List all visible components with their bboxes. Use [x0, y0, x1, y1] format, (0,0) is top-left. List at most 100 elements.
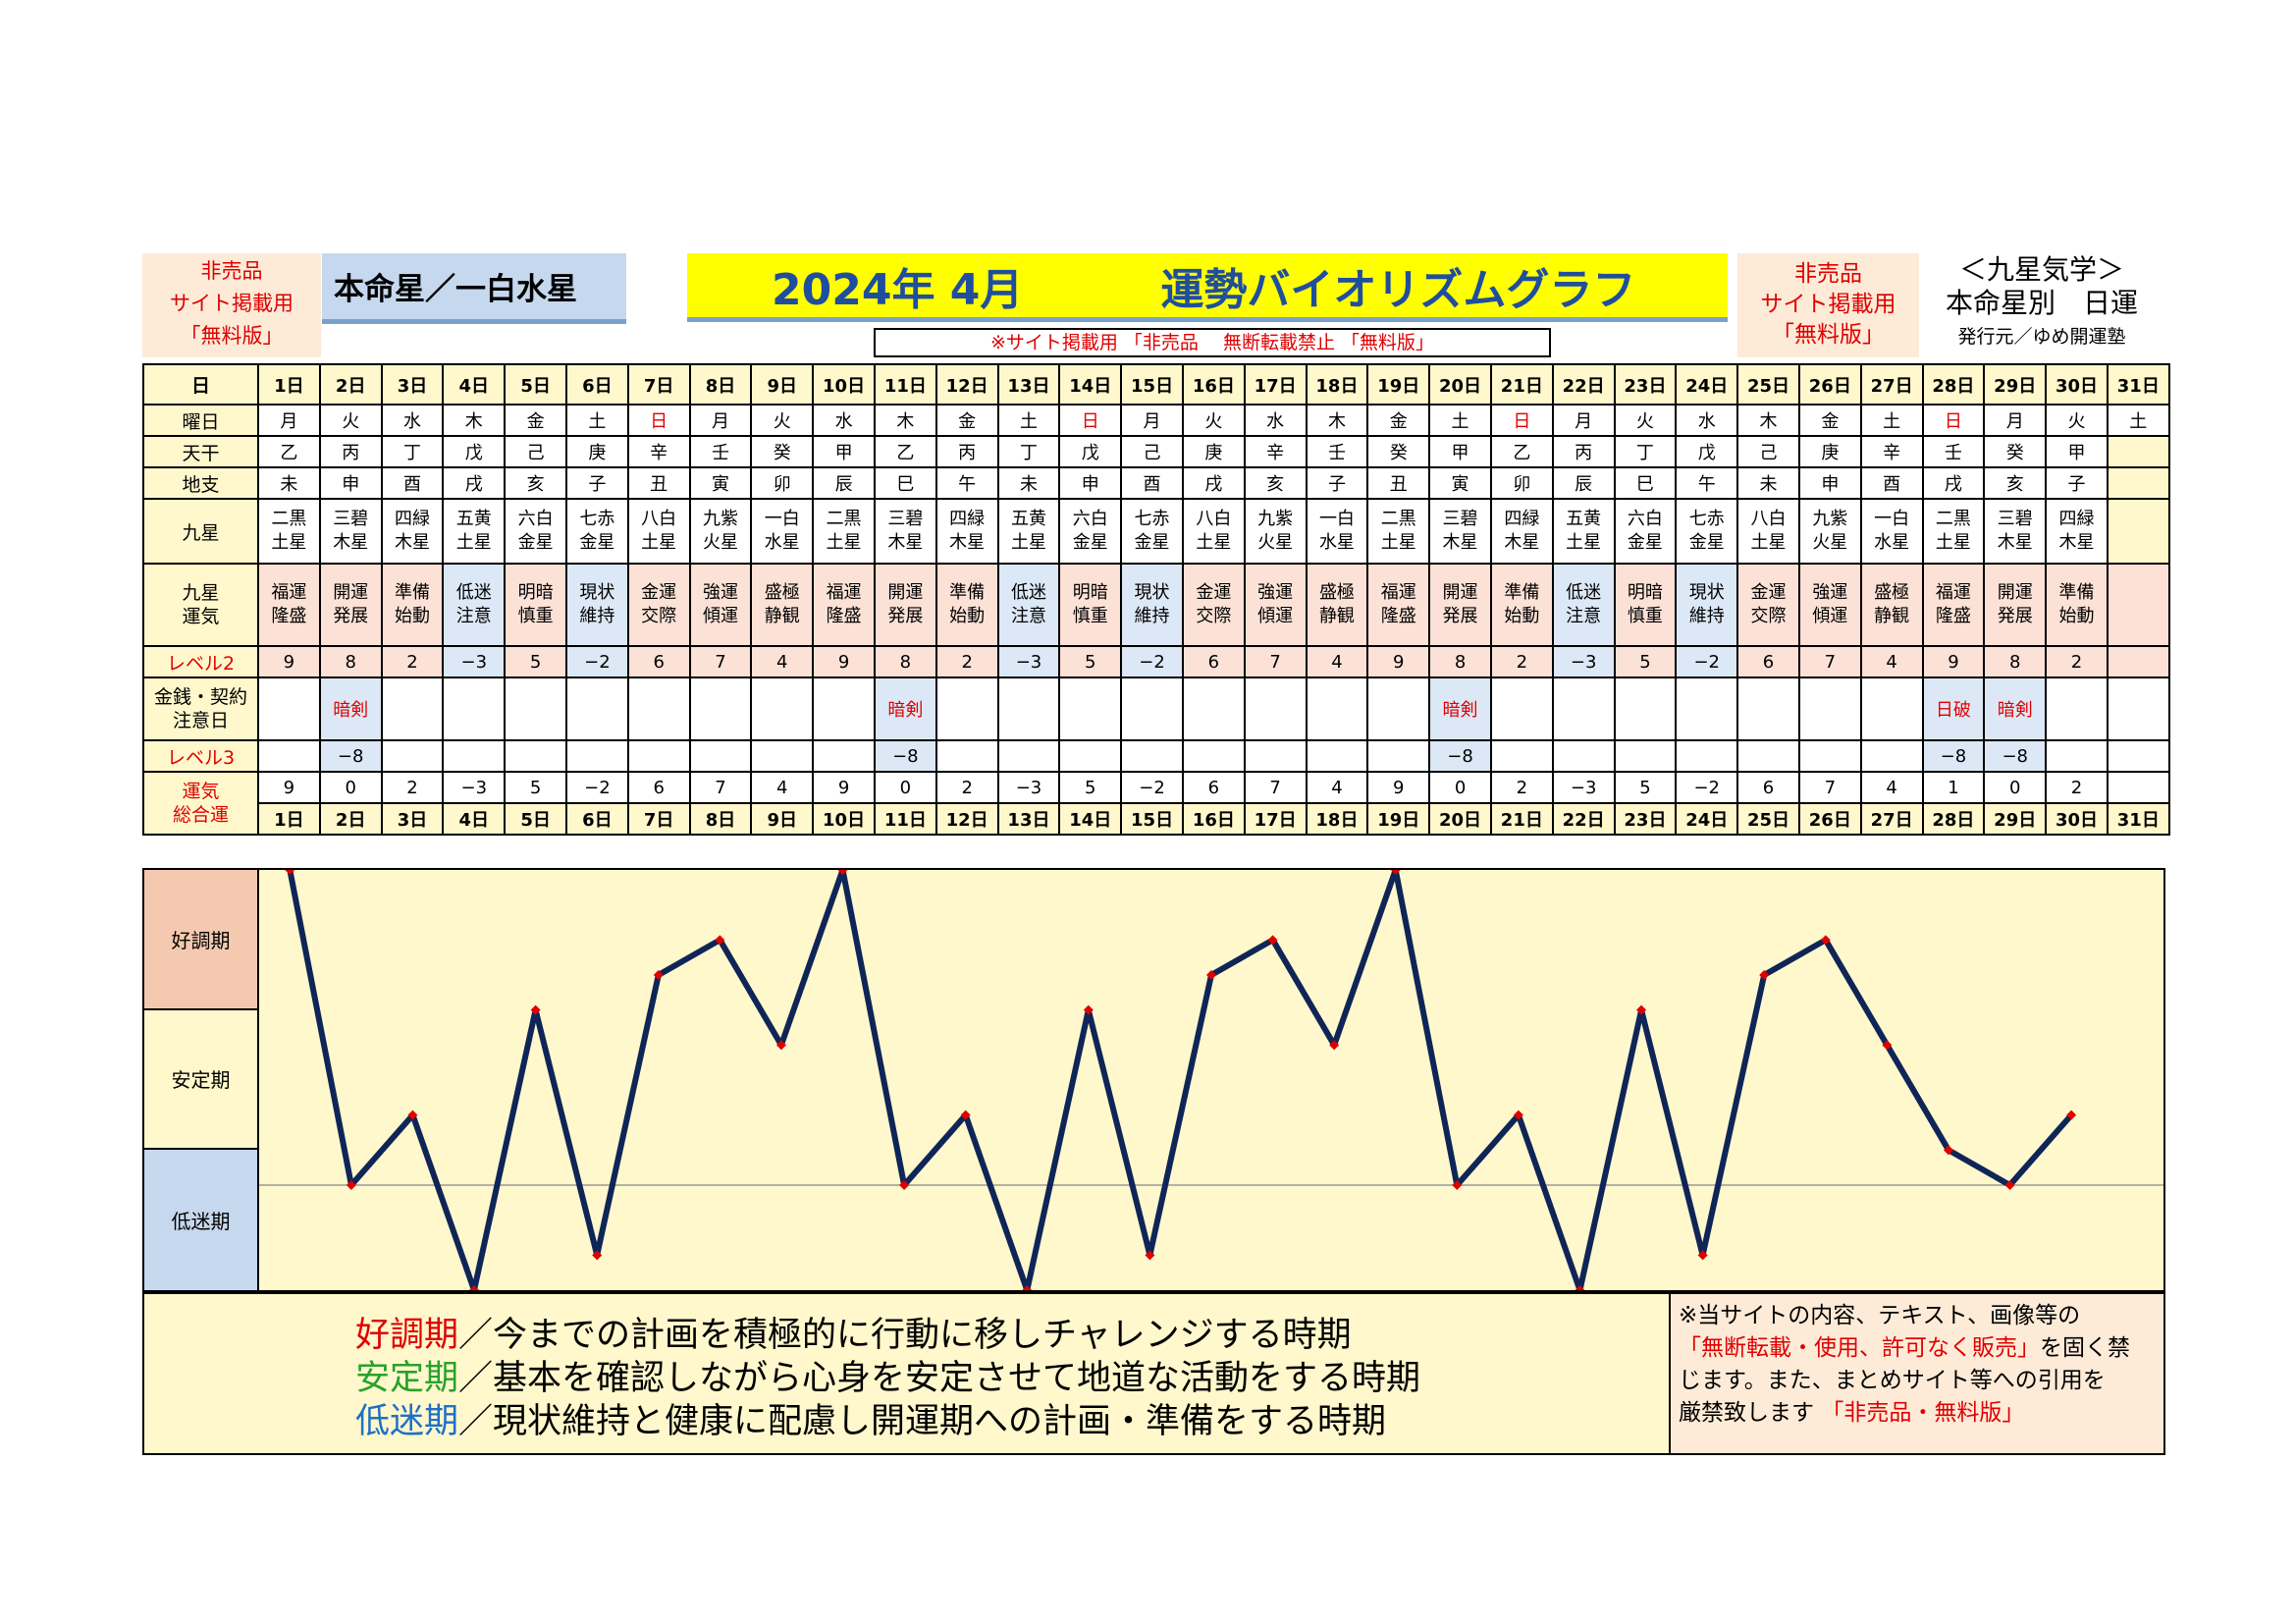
legend-stable-text: ／基本を確認しながら心身を安定させて地道な活動をする時期 — [458, 1359, 1421, 1398]
level3-cell — [1797, 739, 1862, 773]
unki-cell-line: 強運 — [1257, 582, 1294, 603]
kyusei-cell-line: 金星 — [1627, 532, 1663, 553]
unki-cell-line: 静観 — [1318, 606, 1355, 626]
unki-cell-line: 隆盛 — [1935, 606, 1971, 626]
unki-cell-line: 開運 — [333, 582, 369, 603]
level3-cell — [1120, 739, 1184, 773]
tenkan-cell: 乙 — [257, 435, 321, 468]
level2-cell: 8 — [1983, 645, 2048, 678]
day-cell: 26日 — [1797, 363, 1862, 406]
weekday-cell: 火 — [2045, 404, 2109, 437]
money-cell — [1120, 677, 1184, 741]
tenkan-cell: 戊 — [442, 435, 507, 468]
unki-cell-line: 準備 — [1504, 582, 1540, 603]
money-cell: 暗剣 — [873, 677, 937, 741]
chishi-cell: 戌 — [1181, 466, 1246, 500]
unki-cell-line: 慎重 — [1072, 606, 1108, 626]
level2-cell: 8 — [873, 645, 937, 678]
unki-cell: 準備 始動 — [2045, 563, 2109, 647]
chishi-cell: 午 — [934, 466, 999, 500]
tenkan-cell — [2106, 435, 2170, 468]
level3-cell — [750, 739, 815, 773]
kyusei-cell-line: 木星 — [2058, 532, 2095, 553]
level2-cell: 6 — [626, 645, 691, 678]
tenkan-cell: 丙 — [318, 435, 383, 468]
level2-cell: 4 — [1305, 645, 1369, 678]
day-cell: 24日 — [1675, 363, 1739, 406]
level2-cell: 7 — [688, 645, 753, 678]
kyusei-cell-line: 金星 — [1134, 532, 1170, 553]
right-notice-line-1: 非売品 — [1794, 261, 1862, 287]
money-cell: 暗剣 — [318, 677, 383, 741]
row-label-tenkan: 天干 — [142, 435, 259, 468]
chishi-row: 地支未申酉戌亥子丑寅卯辰巳午未申酉戌亥子丑寅卯辰巳午未申酉戌亥子 — [142, 466, 2170, 500]
weekday-cell: 水 — [380, 404, 445, 437]
chishi-cell: 未 — [1736, 466, 1800, 500]
level3-cell — [626, 739, 691, 773]
chishi-cell: 未 — [996, 466, 1061, 500]
unki-cell: 金運 交際 — [626, 563, 691, 647]
series-line-total — [287, 870, 2074, 1290]
unki-cell: 福運 隆盛 — [812, 563, 876, 647]
level3-cell — [934, 739, 999, 773]
unki-cell-line: 低迷 — [1566, 582, 1602, 603]
unki-cell-line: 福運 — [826, 582, 862, 603]
level3-cell — [688, 739, 753, 773]
unki-cell: 明暗 慎重 — [1613, 563, 1678, 647]
unki-cell: 金運 交際 — [1736, 563, 1800, 647]
money-cell — [1551, 677, 1616, 741]
total-cell: 2 — [934, 771, 999, 804]
tenkan-row: 天干乙丙丁戊己庚辛壬癸甲乙丙丁戊己庚辛壬癸甲乙丙丁戊己庚辛壬癸甲 — [142, 435, 2170, 468]
legend-box: 好調期／今までの計画を積極的に行動に移しチャレンジする時期 安定期／基本を確認し… — [142, 1292, 2165, 1455]
row-label-day: 日 — [142, 363, 259, 406]
money-row: 金銭・契約 注意日 暗剣 暗剣 暗剣 日破 暗剣 — [142, 677, 2170, 741]
unki-cell-line: 準備 — [2058, 582, 2095, 603]
day-cell: 14日 — [1058, 363, 1123, 406]
unki-cell: 現状 維持 — [1120, 563, 1184, 647]
money-cell: 暗剣 — [1983, 677, 2048, 741]
left-notice-line-2: サイト掲載用 — [170, 292, 294, 315]
unki-cell: 福運 隆盛 — [257, 563, 321, 647]
level3-cell — [1058, 739, 1123, 773]
unki-cell — [2106, 563, 2170, 647]
day-cell: 28日 — [1921, 802, 1986, 836]
level3-cell — [442, 739, 507, 773]
chishi-cell: 亥 — [504, 466, 567, 500]
level2-cell: −2 — [1120, 645, 1184, 678]
kyusei-cell-line: 水星 — [1874, 532, 1910, 553]
kyusei-cell-line: 六白 — [1072, 509, 1108, 529]
weekday-cell: 金 — [1797, 404, 1862, 437]
total-cell: 4 — [750, 771, 815, 804]
note-line-4: 厳禁致します — [1679, 1400, 1822, 1426]
day-cell: 22日 — [1551, 802, 1616, 836]
day-cell: 23日 — [1613, 802, 1678, 836]
day-cell: 24日 — [1675, 802, 1739, 836]
tenkan-cell: 辛 — [1859, 435, 1924, 468]
unki-cell: 低迷 注意 — [442, 563, 507, 647]
level3-cell — [1181, 739, 1246, 773]
tenkan-cell: 辛 — [1243, 435, 1308, 468]
unki-cell: 福運 隆盛 — [1921, 563, 1986, 647]
level3-cell — [1613, 739, 1678, 773]
unki-cell-line: 開運 — [1442, 582, 1478, 603]
day-cell: 21日 — [1489, 363, 1554, 406]
kyusei-cell-line: 三碧 — [1442, 509, 1478, 529]
tenkan-cell: 庚 — [1181, 435, 1246, 468]
right-notice: 非売品 サイト掲載用 「無料版」 — [1737, 253, 1919, 357]
unki-cell-line: 維持 — [1688, 606, 1725, 626]
unki-cell-line: 維持 — [579, 606, 615, 626]
weekday-cell: 木 — [1736, 404, 1800, 437]
unki-cell-line: 交際 — [641, 606, 677, 626]
kyusei-cell-line: 土星 — [1750, 532, 1787, 553]
data-point — [653, 970, 664, 980]
kyusei-cell-line: 木星 — [887, 532, 924, 553]
tenkan-cell: 癸 — [750, 435, 815, 468]
total-cell: 7 — [1243, 771, 1308, 804]
unki-cell-line: 強運 — [702, 582, 738, 603]
row-label-weekday: 曜日 — [142, 404, 259, 437]
level3-cell — [257, 739, 321, 773]
day-cell: 30日 — [2045, 802, 2109, 836]
kyusei-cell-line: 五黄 — [1566, 509, 1602, 529]
kyusei-cell: 二黒 土星 — [1366, 498, 1431, 565]
row-label-total-line: 総合運 — [172, 804, 229, 826]
